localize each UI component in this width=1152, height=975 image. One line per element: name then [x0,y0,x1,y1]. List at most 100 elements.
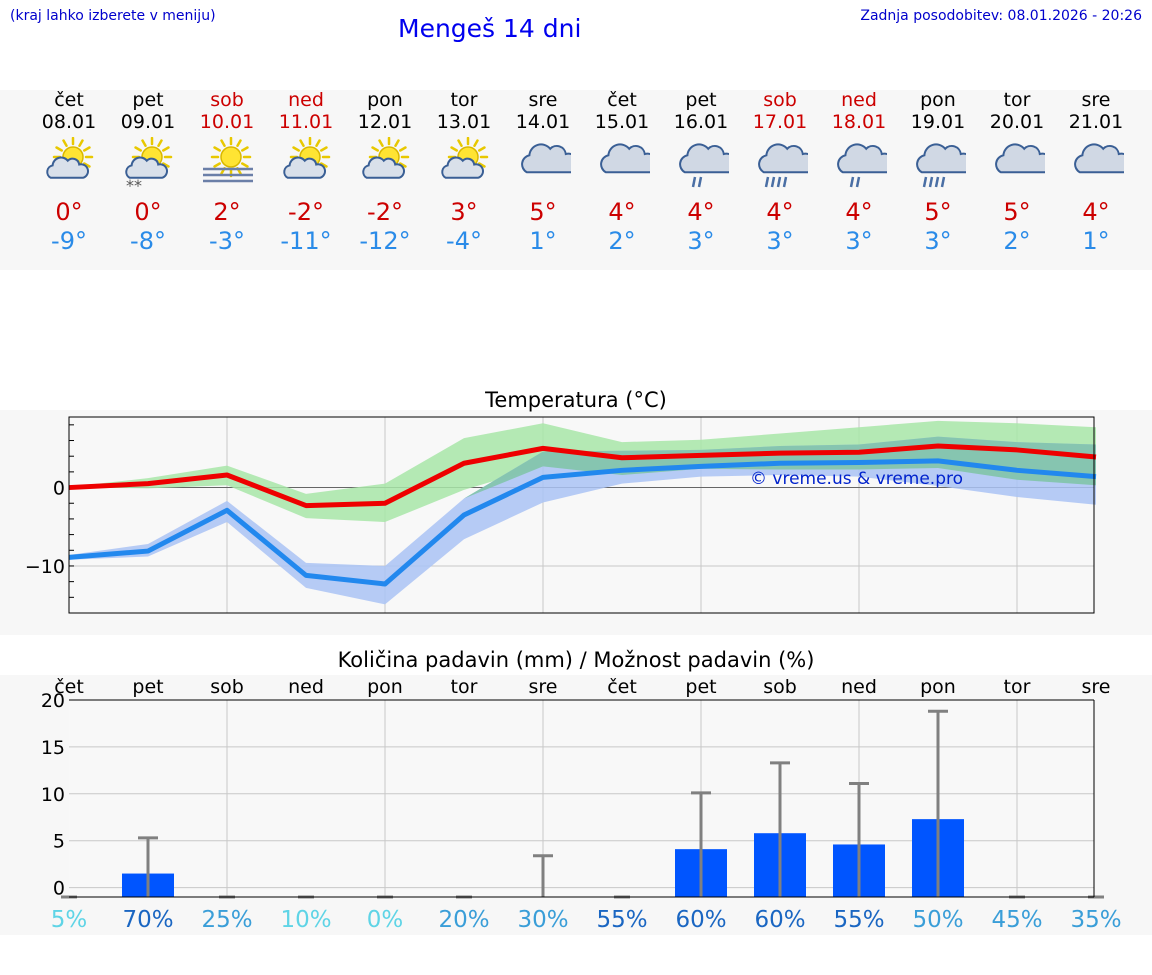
temp-max: 0° [134,198,162,226]
temp-max: 3° [450,198,478,226]
max-temp-line [68,443,1097,509]
sun-cloud-snow-icon: ** [125,137,173,193]
page-title: Mengeš 14 dni [398,14,582,43]
day-date: 08.01 [41,111,97,133]
day-name: pet [132,89,164,111]
day-date: 18.01 [831,111,887,133]
precip-probability: 70% [122,907,173,933]
precip-day-label: ned [841,676,877,698]
overlap-band [69,436,1096,566]
precip-day-label: pet [685,676,716,698]
precip-ytick-label: 15 [41,737,65,759]
precip-probability: 0% [367,907,404,933]
precip-day-label: sre [1082,676,1111,698]
temp-min: 1° [529,227,557,255]
day-name: tor [1003,89,1031,111]
day-date: 15.01 [594,111,650,133]
sun-fog-icon [203,137,253,183]
temp-max: 5° [924,198,952,226]
temp-min: -9° [51,227,87,255]
temp-ytick-label: 0 [53,478,65,500]
sun-cloud-icon [362,137,410,179]
precip-probability: 5% [51,907,88,933]
day-name: sob [210,89,244,111]
day-name: pon [367,89,403,111]
cloud-icon [1074,143,1124,174]
cloud-icon [600,143,650,174]
temp-max: -2° [367,198,403,226]
temp-min: 3° [766,227,794,255]
precip-day-label: ned [288,676,324,698]
svg-text:**: ** [126,176,142,193]
temp-min: 1° [1082,227,1110,255]
day-date: 10.01 [199,111,255,133]
precip-probability: 30% [517,907,568,933]
watermark: © vreme.us & vreme.pro [750,469,963,489]
day-date: 20.01 [989,111,1045,133]
temp-min: 2° [1003,227,1031,255]
temp-min: -8° [130,227,166,255]
precip-day-label: pet [132,676,163,698]
precip-day-label: čet [54,676,84,698]
day-name: čet [54,89,84,111]
temp-min: -4° [446,227,482,255]
cloud-heavy-rain-icon [916,143,966,188]
forecast-band [0,90,1152,270]
precip-probability: 45% [991,907,1042,933]
day-name: sre [1081,89,1111,111]
precip-probability: 10% [280,907,331,933]
day-name: ned [288,89,324,111]
precip-day-label: pon [920,676,956,698]
temperature-chart-title: Temperatura (°C) [485,388,667,412]
last-updated: Zadnja posodobitev: 08.01.2026 - 20:26 [860,8,1142,24]
temp-max: 4° [608,198,636,226]
day-date: 14.01 [515,111,571,133]
day-date: 16.01 [673,111,729,133]
cloud-rain-icon [679,143,729,188]
temperature-chart: 0 −10 © vreme.us & vreme.pro [25,416,1097,614]
precip-probability: 35% [1070,907,1121,933]
precip-probability: 50% [912,907,963,933]
day-name: sre [528,89,558,111]
day-date: 13.01 [436,111,492,133]
temp-max: 4° [766,198,794,226]
precip-ytick-label: 0 [53,878,65,900]
temp-max: 4° [845,198,873,226]
day-name: čet [607,89,637,111]
precip-probability: 25% [201,907,252,933]
day-name: ned [841,89,877,111]
precip-probability: 60% [754,907,805,933]
temp-min: -11° [280,227,332,255]
precip-day-label: tor [1004,676,1031,698]
temp-max: 0° [55,198,83,226]
precip-probability: 20% [438,907,489,933]
temp-max: 5° [529,198,557,226]
temp-plot-frame [68,416,1095,614]
temp-max: 2° [213,198,241,226]
temp-ytick-label: −10 [25,556,65,578]
temp-max: 4° [1082,198,1110,226]
day-name: tor [450,89,478,111]
temp-max: 5° [1003,198,1031,226]
day-name: pet [685,89,717,111]
temp-min: -3° [209,227,245,255]
precip-day-label: čet [607,676,637,698]
sun-cloud-icon [46,137,94,179]
day-name: pon [920,89,956,111]
cloud-icon [995,143,1045,174]
cloud-heavy-rain-icon [758,143,808,188]
precip-day-label: tor [451,676,478,698]
temp-min: -12° [359,227,411,255]
precip-probability: 55% [833,907,884,933]
precip-chart-title: Količina padavin (mm) / Možnost padavin … [337,648,815,672]
precip-day-label: sob [763,676,797,698]
day-date: 21.01 [1068,111,1124,133]
sun-cloud-icon [283,137,331,179]
cloud-icon [521,143,571,174]
temp-min: 2° [608,227,636,255]
day-date: 11.01 [278,111,334,133]
day-date: 12.01 [357,111,413,133]
precip-day-label: sre [529,676,558,698]
temp-max: -2° [288,198,324,226]
